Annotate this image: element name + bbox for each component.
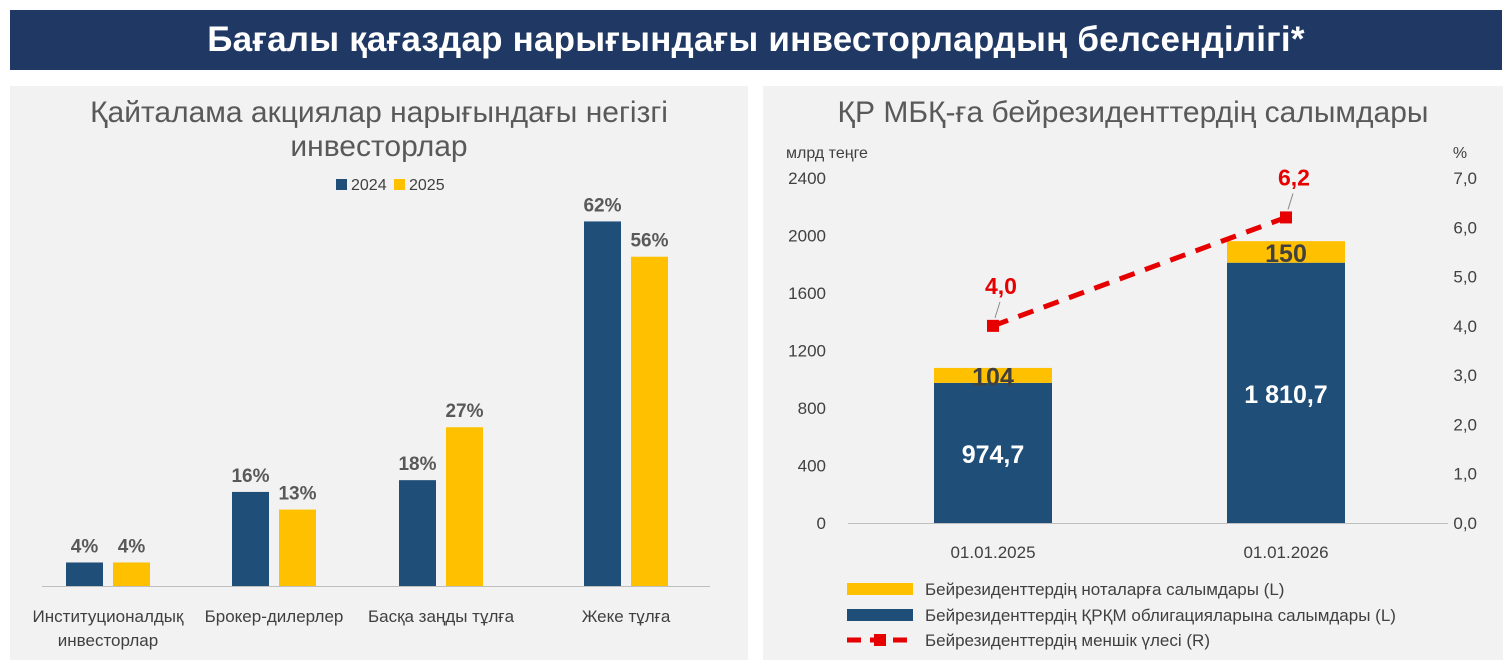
investors-bar-chart: 2024 2025 4% 4% Институционалдық инвесторлар 1… — [33, 177, 710, 650]
header-banner: Бағалы қағаздар нарығындағы инвесторлард… — [10, 10, 1502, 70]
left-axis-title: млрд теңге — [786, 145, 868, 162]
left-tick-label: 2000 — [788, 227, 826, 246]
right-tick-label: 2,0 — [1453, 415, 1477, 434]
data-label-share-0: 4,0 — [985, 273, 1017, 299]
right-axis-title: % — [1453, 145, 1467, 162]
data-label-2025-3: 56% — [630, 231, 668, 252]
category-label-0: Институционалдық инвесторлар — [33, 607, 184, 650]
left-tick-label: 0 — [817, 514, 826, 533]
investors-chart-panel: Қайталама акциялар нарығындағы негізгі и… — [10, 86, 748, 660]
nonresident-combo-chart: млрд теңге % 0 400 800 1200 1600 2000 2400 0,0 1,0… — [786, 145, 1477, 650]
nonresident-chart-panel: ҚР МБҚ-ға бейрезиденттердің салымдары мл… — [763, 86, 1503, 660]
left-tick-label: 1200 — [788, 342, 826, 361]
right-tick-label: 1,0 — [1453, 465, 1477, 484]
right-tick-label: 7,0 — [1453, 169, 1477, 188]
bar-2024-3 — [584, 221, 621, 586]
share-marker-1 — [1280, 211, 1292, 224]
bar-2024-2 — [399, 480, 436, 586]
bar-notes-0 — [934, 367, 1052, 383]
data-label-2024-2: 18% — [398, 454, 436, 475]
data-label-2025-1: 13% — [278, 484, 316, 505]
legend-label-2: Бейрезиденттердің меншік үлесі (R) — [925, 631, 1210, 650]
category-label-0: 01.01.2025 — [950, 543, 1035, 562]
right-tick-label: 6,0 — [1453, 218, 1477, 237]
category-label-2: Басқа заңды тұлға — [368, 607, 515, 626]
bar-2024-0 — [66, 562, 103, 586]
left-tick-label: 800 — [798, 399, 826, 418]
share-label-leader-1 — [1287, 193, 1294, 210]
data-label-2025-2: 27% — [445, 401, 483, 422]
bar-2024-1 — [232, 491, 269, 586]
data-label-notes-1: 150 — [1265, 240, 1307, 268]
category-label-3: Жеке тұлға — [582, 607, 671, 626]
left-tick-label: 2400 — [788, 169, 826, 188]
right-tick-label: 5,0 — [1453, 268, 1477, 287]
category-label-1: Брокер-дилерлер — [205, 607, 344, 626]
right-tick-label: 4,0 — [1453, 317, 1477, 336]
legend-swatch-1 — [847, 583, 913, 595]
share-label-leader-0 — [994, 301, 1001, 319]
data-label-2025-0: 4% — [118, 536, 146, 557]
data-label-notes-0: 104 — [972, 363, 1014, 391]
data-label-share-1: 6,2 — [1278, 164, 1310, 190]
bar-bonds-1 — [1227, 262, 1345, 523]
right-tick-label: 3,0 — [1453, 366, 1477, 385]
category-label-line: инвесторлар — [58, 631, 158, 650]
share-marker-0 — [987, 319, 999, 332]
legend-label-2024: 2024 — [351, 177, 387, 194]
legend-marker-share — [874, 634, 886, 646]
legend-swatch-0 — [847, 609, 913, 621]
legend-label-0: Бейрезиденттердің ҚРҚМ облигацияларына с… — [925, 606, 1396, 625]
legend-label-1: Бейрезиденттердің ноталарға салымдары (L… — [925, 580, 1284, 599]
legend-swatch-2024 — [336, 179, 347, 190]
data-label-bonds-1: 1 810,7 — [1244, 381, 1327, 409]
nonresident-chart-title: ҚР МБҚ-ға бейрезиденттердің салымдары — [837, 96, 1429, 129]
data-label-2024-0: 4% — [71, 536, 99, 557]
bar-notes-1 — [1227, 241, 1345, 263]
page-title: Бағалы қағаздар нарығындағы инвесторлард… — [207, 20, 1305, 59]
data-label-2024-1: 16% — [231, 466, 269, 487]
legend-swatch-2025 — [394, 179, 405, 190]
bar-2025-3 — [631, 256, 668, 586]
bar-2025-1 — [279, 509, 316, 586]
right-tick-label: 0,0 — [1453, 514, 1477, 533]
left-tick-label: 1600 — [788, 284, 826, 303]
data-label-2024-3: 62% — [583, 195, 621, 216]
left-tick-label: 400 — [798, 457, 826, 476]
bar-2025-2 — [446, 427, 483, 586]
legend-label-2025: 2025 — [409, 177, 445, 194]
data-label-bonds-0: 974,7 — [962, 441, 1025, 469]
investors-chart-title: Қайталама акциялар нарығындағы негізгі и… — [90, 96, 668, 163]
bar-2025-0 — [113, 562, 150, 586]
bar-bonds-0 — [934, 382, 1052, 523]
category-label-1: 01.01.2026 — [1243, 543, 1328, 562]
category-label-line: Институционалдық — [33, 607, 184, 626]
